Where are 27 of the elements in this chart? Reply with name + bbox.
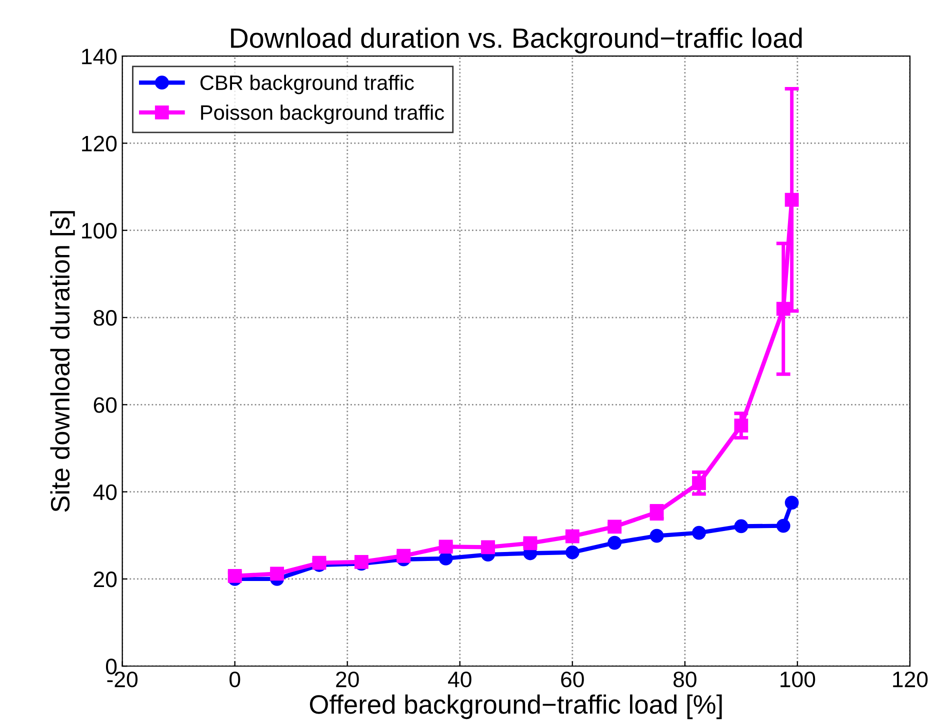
x-tick-label: 0: [230, 672, 240, 688]
y-axis-title: Site download duration [s]: [50, 211, 75, 512]
legend-label: Poisson background traffic: [201, 104, 444, 124]
y-tick-label: 120: [82, 136, 117, 152]
y-tick-label: 60: [94, 397, 117, 413]
chart-title: Download duration vs. Background−traffic load: [231, 28, 802, 54]
point: [784, 496, 799, 510]
point: [608, 536, 622, 550]
point: [734, 519, 748, 534]
x-tick-label: 20: [336, 672, 359, 688]
point: [650, 528, 664, 543]
y-tick-label: 20: [94, 572, 117, 588]
point: [565, 545, 580, 560]
point: [776, 518, 790, 533]
y-tick-label: 100: [82, 222, 117, 239]
x-tick-label: 80: [674, 672, 696, 688]
x-tick-label: 100: [780, 672, 816, 688]
x-tick-label: 60: [561, 672, 584, 688]
x-tick-label: 120: [893, 672, 928, 688]
x-axis-title: Offered background−traffic load [%]: [310, 694, 722, 720]
point: [438, 552, 453, 566]
y-tick-label: 80: [94, 310, 117, 326]
y-tick-label: 40: [93, 484, 117, 500]
legend-label: CBR background traffic: [200, 74, 414, 94]
x-tick-label: 40: [448, 672, 472, 688]
point: [692, 526, 706, 540]
y-tick-label: 140: [82, 48, 117, 64]
